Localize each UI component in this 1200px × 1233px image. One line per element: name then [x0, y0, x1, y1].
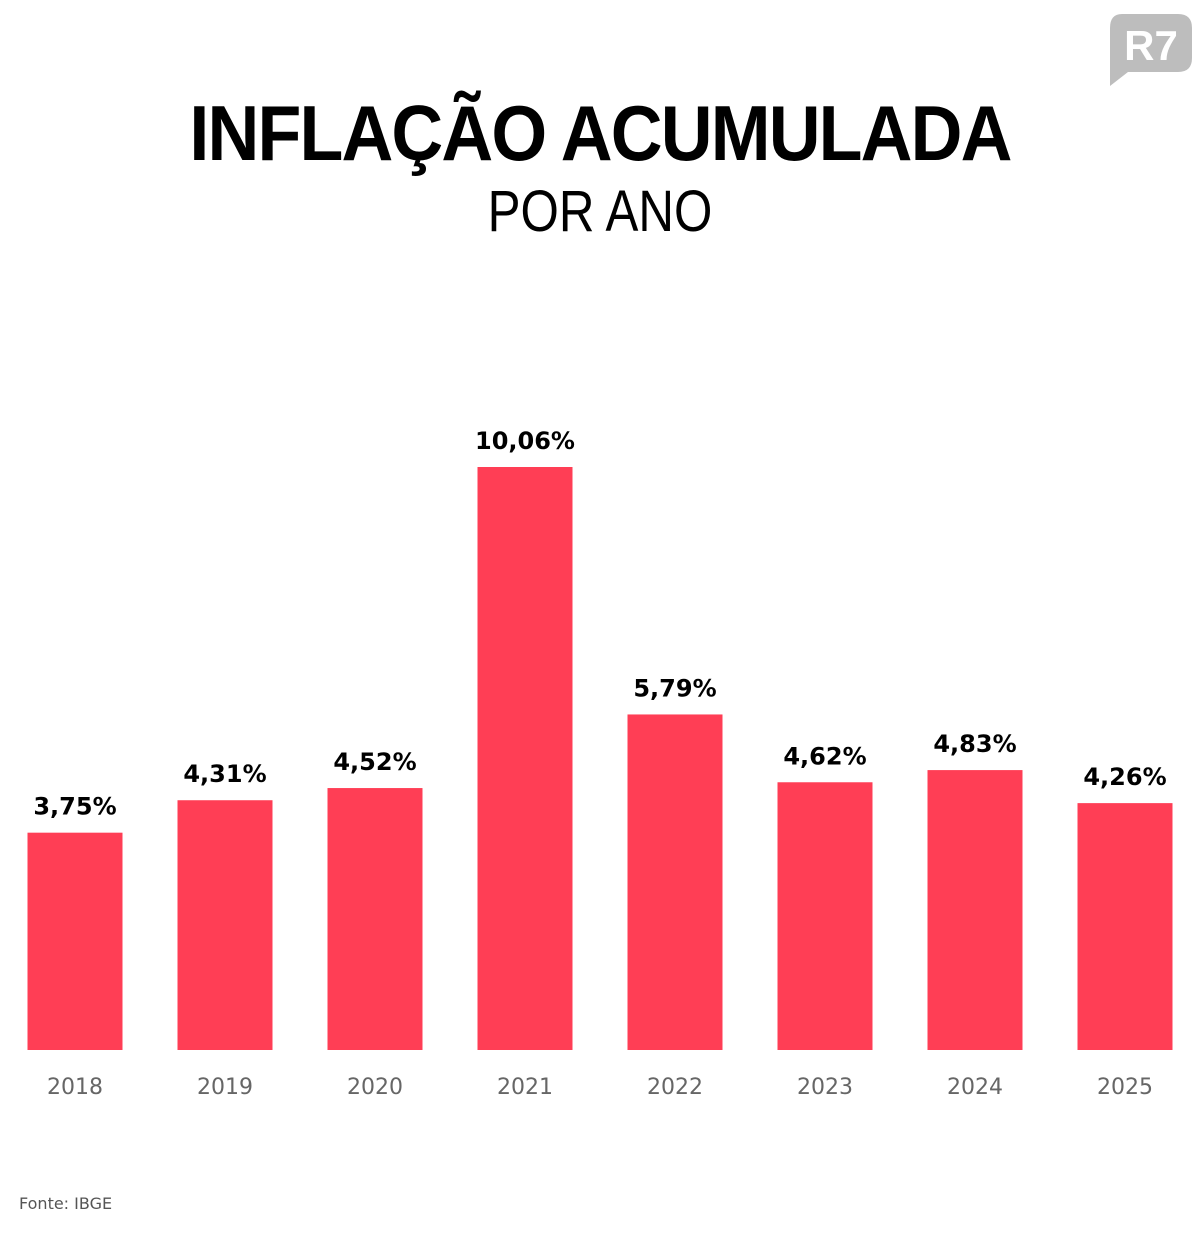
- bar-2024: [927, 770, 1023, 1050]
- chart-title: INFLAÇÃO ACUMULADA: [189, 89, 1012, 177]
- x-tick-label: 2022: [647, 1075, 703, 1100]
- data-label: 3,75%: [33, 793, 116, 821]
- chart-subtitle: POR ANO: [487, 179, 713, 244]
- x-tick-label: 2019: [197, 1075, 253, 1100]
- svg-text:R7: R7: [1124, 22, 1178, 69]
- bar-2022: [627, 714, 723, 1050]
- data-label: 4,52%: [333, 748, 416, 776]
- bar-2019: [177, 800, 273, 1050]
- bar-2023: [777, 782, 873, 1050]
- data-label: 4,31%: [183, 760, 266, 788]
- bar-2021: [477, 467, 573, 1050]
- bar-2018: [27, 832, 123, 1050]
- data-label: 10,06%: [475, 427, 575, 455]
- x-tick-label: 2023: [797, 1075, 853, 1100]
- x-tick-label: 2018: [47, 1075, 103, 1100]
- data-label: 4,26%: [1083, 763, 1166, 791]
- x-tick-label: 2020: [347, 1075, 403, 1100]
- bar-2020: [327, 788, 423, 1050]
- x-tick-label: 2021: [497, 1075, 553, 1100]
- bar-2025: [1077, 803, 1173, 1050]
- source-note: Fonte: IBGE: [19, 1194, 113, 1213]
- r7-logo: R7: [1110, 14, 1192, 86]
- data-label: 5,79%: [633, 674, 716, 702]
- data-label: 4,83%: [933, 730, 1016, 758]
- x-tick-label: 2024: [947, 1075, 1003, 1100]
- x-tick-label: 2025: [1097, 1075, 1153, 1100]
- data-label: 4,62%: [783, 742, 866, 770]
